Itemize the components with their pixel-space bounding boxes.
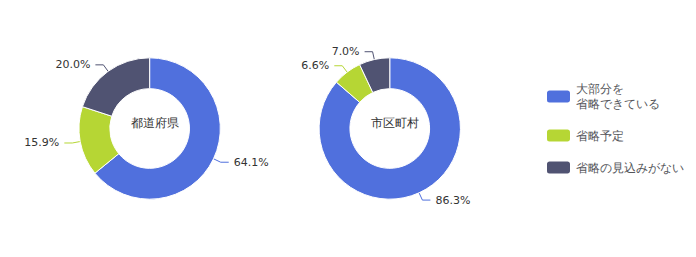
svg-text:大部分を: 大部分を (576, 82, 624, 96)
svg-text:省略予定: 省略予定 (576, 129, 624, 143)
svg-text:64.1%: 64.1% (234, 156, 269, 169)
svg-text:86.3%: 86.3% (435, 194, 470, 207)
svg-text:省略できている: 省略できている (576, 97, 660, 111)
svg-text:6.6%: 6.6% (301, 59, 329, 72)
svg-text:都道府県: 都道府県 (131, 116, 179, 130)
svg-text:省略の見込みがない: 省略の見込みがない (576, 161, 684, 175)
svg-text:市区町村: 市区町村 (371, 116, 419, 130)
svg-text:20.0%: 20.0% (55, 58, 90, 71)
svg-text:15.9%: 15.9% (24, 136, 59, 149)
svg-text:7.0%: 7.0% (332, 45, 360, 58)
